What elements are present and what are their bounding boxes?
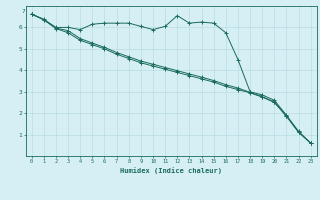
X-axis label: Humidex (Indice chaleur): Humidex (Indice chaleur) [120,167,222,174]
Text: 7: 7 [22,9,26,14]
